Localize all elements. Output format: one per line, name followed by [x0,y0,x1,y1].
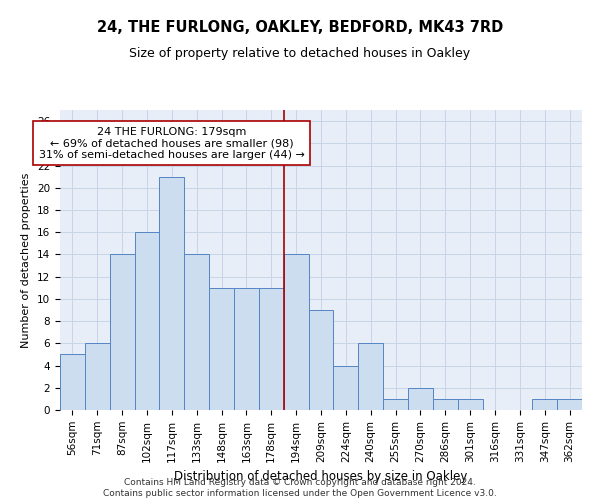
Bar [85,344,110,410]
Y-axis label: Number of detached properties: Number of detached properties [22,172,31,348]
Bar [60,354,85,410]
Bar [408,388,433,410]
X-axis label: Distribution of detached houses by size in Oakley: Distribution of detached houses by size … [175,470,467,483]
Bar [334,366,358,410]
Bar [110,254,134,410]
Bar [234,288,259,410]
Bar [557,399,582,410]
Bar [284,254,308,410]
Bar [134,232,160,410]
Text: Size of property relative to detached houses in Oakley: Size of property relative to detached ho… [130,48,470,60]
Bar [259,288,284,410]
Text: Contains HM Land Registry data © Crown copyright and database right 2024.
Contai: Contains HM Land Registry data © Crown c… [103,478,497,498]
Bar [160,176,184,410]
Bar [209,288,234,410]
Bar [458,399,482,410]
Text: 24, THE FURLONG, OAKLEY, BEDFORD, MK43 7RD: 24, THE FURLONG, OAKLEY, BEDFORD, MK43 7… [97,20,503,35]
Bar [184,254,209,410]
Bar [358,344,383,410]
Bar [308,310,334,410]
Bar [383,399,408,410]
Bar [532,399,557,410]
Text: 24 THE FURLONG: 179sqm
← 69% of detached houses are smaller (98)
31% of semi-det: 24 THE FURLONG: 179sqm ← 69% of detached… [39,126,305,160]
Bar [433,399,458,410]
